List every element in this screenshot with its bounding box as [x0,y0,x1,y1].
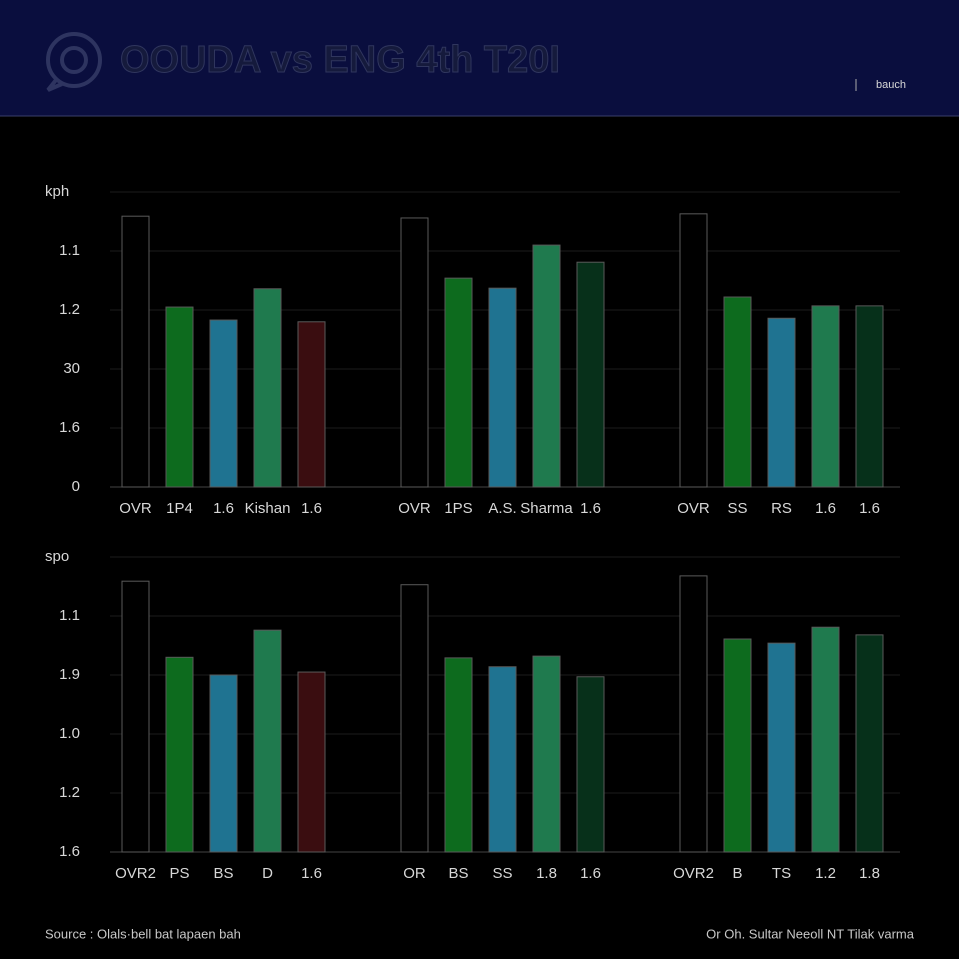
bar [576,261,605,488]
x-tick-label: D [262,865,273,882]
x-tick-label: OVR [677,500,710,517]
bar [723,638,752,853]
x-tick-label: 1.2 [815,865,836,882]
bar [811,305,840,488]
x-tick-label: BS [213,865,233,882]
credit-note: Or Oh. Sultar Neeoll NT Tilak varma [706,926,915,941]
x-tick-label: 1.8 [536,865,557,882]
bar [444,657,473,853]
x-tick-label: 1.6 [815,500,836,517]
x-tick-label: RS [771,500,792,517]
x-tick-label: SS [492,865,512,882]
bar [767,317,796,488]
bar [297,671,326,853]
bar [723,296,752,488]
y-tick-label: 1.6 [59,419,80,436]
x-tick-label: BS [448,865,468,882]
bar [679,575,708,853]
bar [576,676,605,853]
header-band [0,0,959,116]
x-tick-label: SS [727,500,747,517]
y-axis-label: kph [45,183,69,200]
logo [46,32,102,92]
y-tick-label: 1.0 [59,725,80,742]
x-tick-label: 1.8 [859,865,880,882]
bar [532,655,561,853]
bar [253,629,282,853]
x-tick-label: Kishan [245,500,291,517]
x-tick-label: PS [169,865,189,882]
x-tick-label: B [732,865,742,882]
x-tick-label: 1.6 [301,500,322,517]
x-tick-label: OR [403,865,426,882]
y-tick-label: 1.1 [59,607,80,624]
bar [121,580,150,853]
bar [444,277,473,488]
y-tick-label: 1.1 [59,242,80,259]
y-tick-label: 1.2 [59,301,80,318]
bar [488,666,517,853]
source-note: Source : Olals·bell bat lapaen bah [45,926,241,941]
x-tick-label: 1.6 [580,500,601,517]
y-tick-label: 0 [72,478,80,495]
x-tick-label: 1PS [444,500,472,517]
bar [679,213,708,488]
bar [209,674,238,853]
header-link[interactable]: bauch [876,79,906,91]
x-tick-label: OVR [119,500,152,517]
bar [488,287,517,488]
x-tick-label: TS [772,865,791,882]
x-tick-label: A.S. [488,500,516,517]
bar [855,305,884,488]
y-axis-label: spo [45,548,69,565]
y-tick-label: 1.9 [59,666,80,683]
bar [165,656,194,853]
bar [400,217,429,488]
bar [209,319,238,488]
x-tick-label: 1.6 [859,500,880,517]
y-tick-label: 1.2 [59,784,80,801]
bar [400,584,429,853]
bar [855,634,884,853]
page-title: OOUDA vs ENG 4th T20I [120,39,560,81]
x-tick-label: 1.6 [301,865,322,882]
y-tick-label: 30 [63,360,80,377]
x-tick-label: 1P4 [166,500,193,517]
x-tick-label: OVR2 [115,865,156,882]
bar [121,215,150,488]
x-tick-label: 1.6 [580,865,601,882]
bar [297,321,326,488]
bar [165,306,194,488]
y-tick-label: 1.6 [59,843,80,860]
bar [811,626,840,853]
bar [767,642,796,853]
x-tick-label: 1.6 [213,500,234,517]
x-tick-label: OVR [398,500,431,517]
bar [532,244,561,488]
x-tick-label: OVR2 [673,865,714,882]
x-tick-label: Sharma [520,500,573,517]
bar [253,288,282,488]
